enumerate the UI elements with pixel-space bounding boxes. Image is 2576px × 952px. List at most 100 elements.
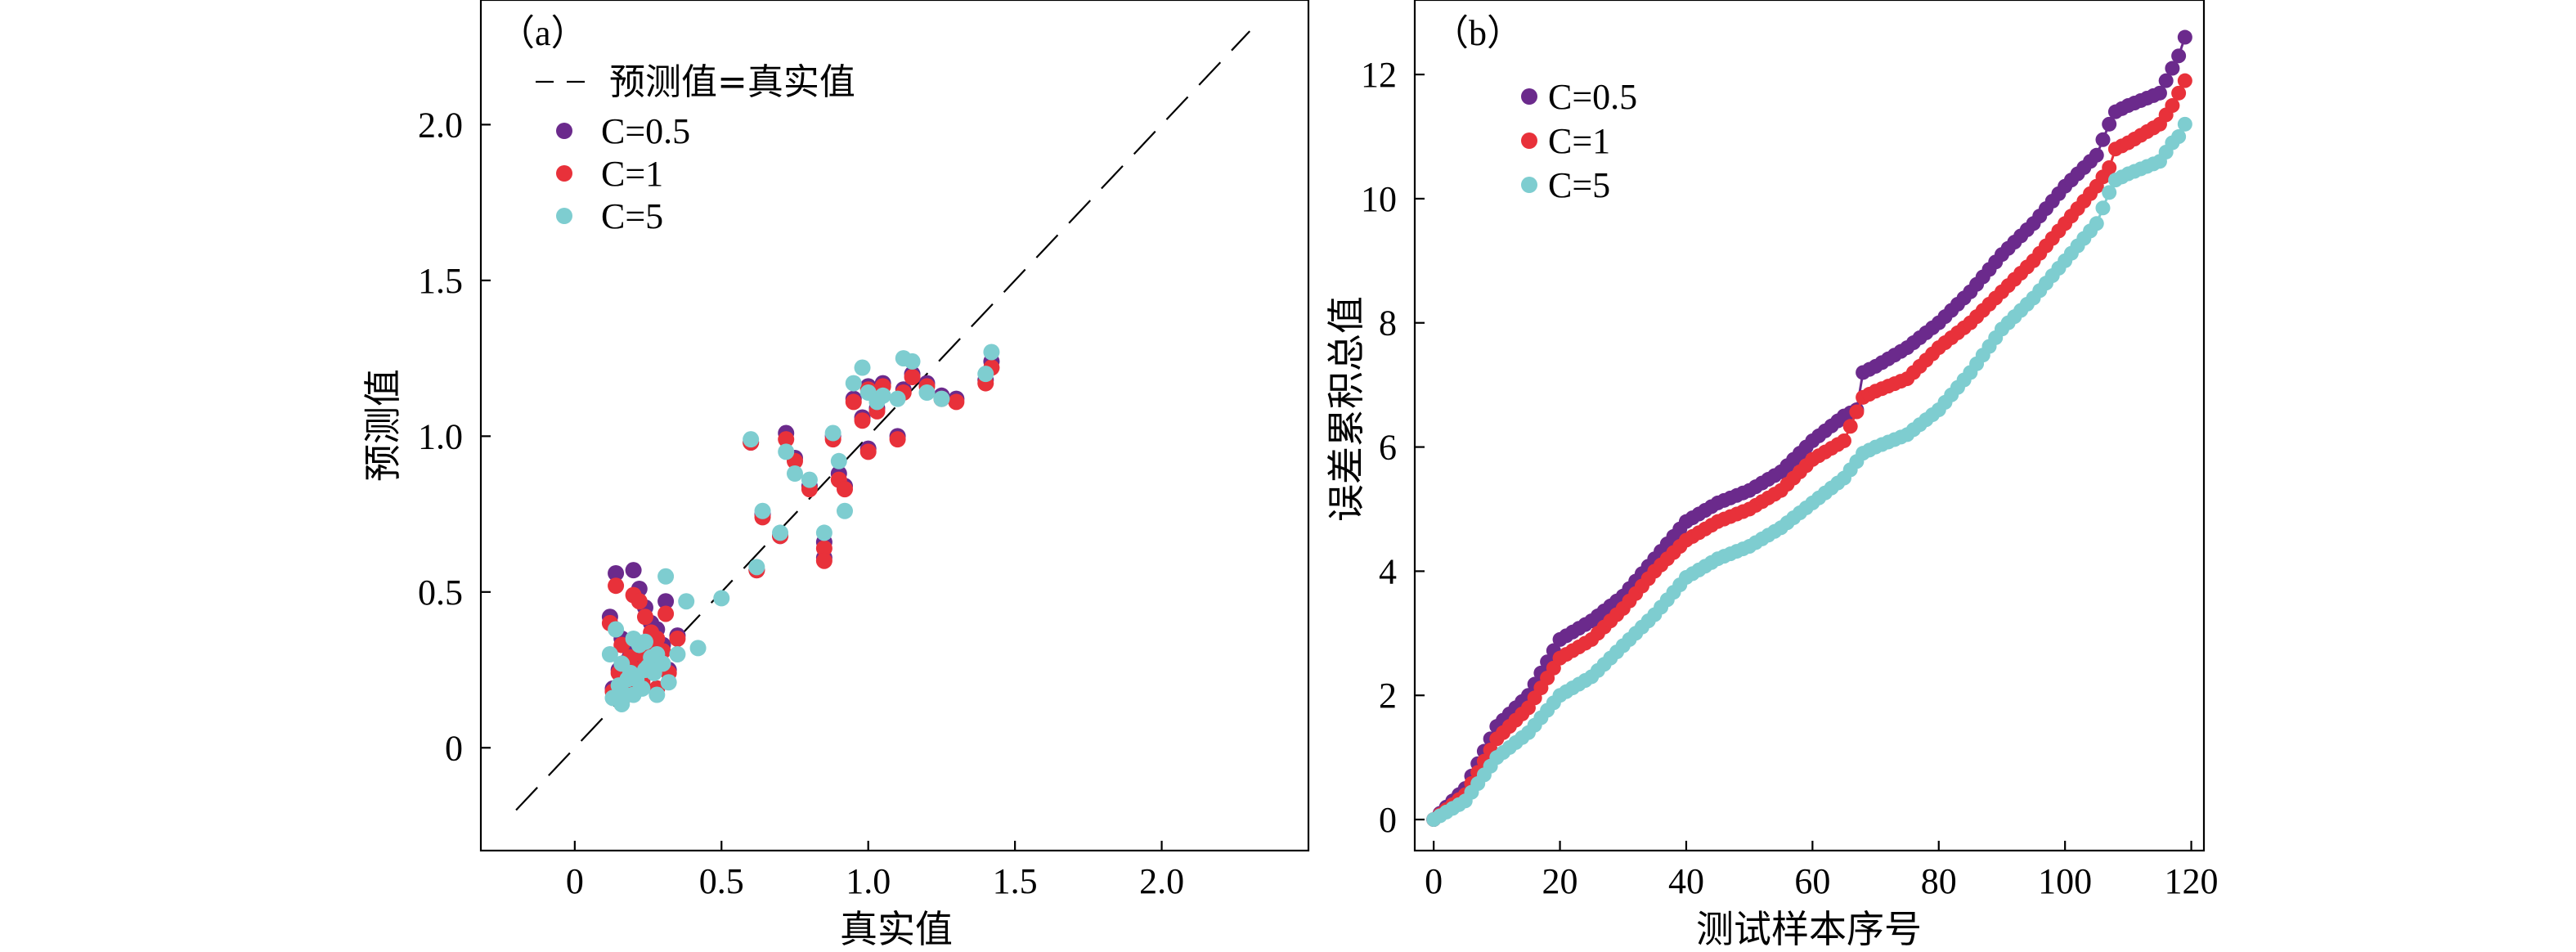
y-tick-label: 6 (1379, 428, 1397, 468)
series-marker (2177, 73, 2192, 88)
scatter-point (889, 390, 906, 407)
scatter-point (613, 695, 631, 712)
x-tick-label: 0 (566, 861, 584, 901)
x-tick-label: 80 (1921, 861, 1957, 901)
series-marker (2165, 98, 2180, 114)
y-tick-label: 12 (1361, 55, 1397, 95)
panel-b-cumulative-error: （b） 0 20 40 60 80 100 120 0 2 4 6 8 10 12 C=0.5 C=1 C… (1324, 0, 2219, 951)
scatter-point (904, 368, 921, 385)
legend-label-c05: C=0.5 (601, 111, 690, 151)
scatter-point (636, 608, 653, 626)
scatter-point (859, 443, 877, 460)
scatter-point (669, 646, 686, 662)
y-tick-label: 0 (445, 728, 463, 768)
scatter-point (657, 605, 675, 622)
legend-swatch-c5 (556, 208, 572, 224)
scatter-point (669, 630, 686, 647)
panel-a-plot-frame (479, 0, 1310, 852)
scatter-point (815, 552, 832, 569)
scatter-point (830, 452, 847, 469)
series-marker (2177, 116, 2192, 132)
series-marker (2095, 132, 2111, 147)
series-marker (1836, 433, 1851, 448)
legend-label-c5: C=5 (601, 196, 663, 236)
series-marker (1849, 404, 1865, 420)
scatter-point (778, 443, 795, 460)
scatter-point (608, 577, 625, 595)
y-tick-label: 1.0 (418, 416, 463, 456)
x-tick-label: 60 (1794, 861, 1830, 901)
scatter-point (836, 502, 853, 519)
scatter-point (836, 481, 853, 498)
x-tick-label: 20 (1542, 861, 1578, 901)
y-tick-label: 2.0 (418, 105, 463, 145)
scatter-point (977, 366, 994, 383)
legend-label-c1: C=1 (601, 154, 663, 194)
scatter-point (678, 593, 695, 610)
scatter-point (786, 465, 803, 483)
panel-a-legend: 预测值=真实值 C=0.5 C=1 C=5 (536, 61, 855, 236)
panel-a-xlabel: 真实值 (840, 907, 953, 951)
scatter-point (631, 593, 648, 610)
panel-b-plot-frame (1413, 0, 2206, 852)
scatter-point (854, 412, 871, 429)
series-marker (2152, 85, 2167, 101)
series-marker (2158, 73, 2174, 88)
y-tick-label: 4 (1379, 551, 1397, 591)
y-tick-label: 8 (1379, 303, 1397, 344)
x-tick-label: 1.5 (993, 861, 1038, 901)
panel-a-ylabel: 预测值 (361, 369, 405, 482)
scatter-point (748, 559, 765, 576)
scatter-point (889, 431, 906, 448)
x-tick-label: 0 (1425, 861, 1443, 901)
scatter-point (636, 662, 653, 679)
legend-swatch-c05 (1521, 88, 1537, 105)
series-marker (2089, 216, 2104, 231)
legend-label-c1: C=1 (1548, 121, 1610, 161)
scatter-point (743, 431, 760, 448)
panel-a-ticks: 0 0.5 1.0 1.5 2.0 0 0.5 1.0 1.5 2.0 (418, 105, 1184, 901)
y-tick-label: 0.5 (418, 573, 463, 613)
y-tick-label: 0 (1379, 800, 1397, 840)
series-marker (2171, 129, 2187, 145)
scatter-point (933, 390, 950, 407)
scatter-point (625, 686, 642, 703)
scatter-point (845, 393, 862, 411)
scatter-point (801, 471, 818, 488)
scatter-point (824, 424, 841, 442)
series-marker (2165, 61, 2180, 76)
legend-swatch-c05 (556, 123, 572, 139)
panel-b-series (1426, 29, 2192, 828)
scatter-point (608, 621, 625, 638)
x-tick-label: 100 (2038, 861, 2092, 901)
legend-label-c5: C=5 (1548, 165, 1610, 205)
series-marker (1842, 419, 1858, 434)
scatter-point (772, 524, 789, 541)
series-marker (2171, 48, 2187, 64)
x-tick-label: 40 (1668, 861, 1704, 901)
legend-swatch-c1 (556, 165, 572, 182)
scatter-point (815, 540, 832, 557)
panel-b-label: （b） (1433, 13, 1523, 53)
x-tick-label: 2.0 (1139, 861, 1184, 901)
scatter-point (608, 564, 625, 582)
series-marker (2102, 185, 2117, 200)
scatter-point (904, 353, 921, 370)
series-marker (2095, 200, 2111, 216)
panel-a-label: （a） (499, 13, 587, 53)
legend-swatch-c1 (1521, 132, 1537, 149)
scatter-point (648, 686, 666, 703)
y-tick-label: 10 (1361, 179, 1397, 219)
series-marker (2102, 159, 2117, 175)
scatter-point (948, 393, 965, 411)
scatter-point (778, 431, 795, 448)
panel-a-scatter: （a） 0 0.5 1.0 1.5 2.0 0 0.5 1.0 1.5 2.0 预测值=真实值 C… (361, 0, 1310, 951)
legend-swatch-c5 (1521, 177, 1537, 193)
identity-reference-line (515, 30, 1251, 811)
series-marker (2102, 116, 2117, 132)
scatter-point (657, 593, 675, 610)
scatter-point (854, 359, 871, 376)
panel-b-ylabel: 误差累积总值 (1324, 296, 1368, 522)
scatter-point (713, 590, 730, 607)
